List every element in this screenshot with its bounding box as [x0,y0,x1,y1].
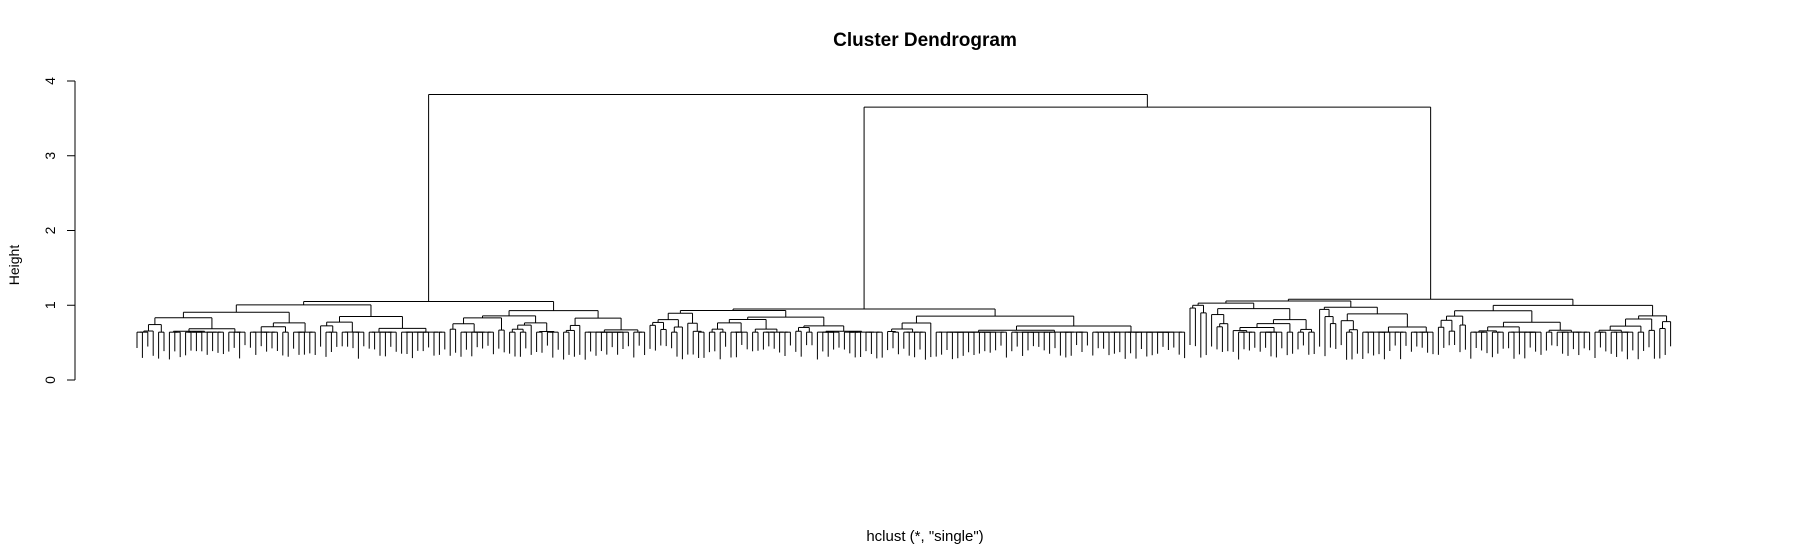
y-axis: 0 1 2 3 4 [42,77,76,384]
y-tick-label: 0 [42,376,58,384]
y-tick-label: 1 [42,301,58,309]
chart-title: Cluster Dendrogram [833,30,1017,51]
y-axis-label: Height [6,245,22,286]
sub-caption: hclust (*, "single") [866,528,983,545]
dendrogram-tree [136,93,1672,360]
y-tick-label: 4 [42,77,58,85]
y-tick-label: 2 [42,226,58,234]
y-tick-label: 3 [42,152,58,160]
